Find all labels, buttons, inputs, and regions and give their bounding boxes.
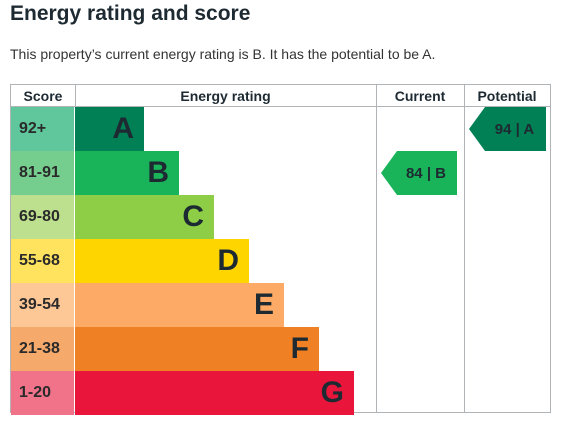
band-letter: G — [320, 376, 344, 409]
band-letter: E — [253, 288, 274, 321]
band-letter: B — [147, 156, 169, 189]
band-score: 1-20 — [11, 371, 74, 415]
band-bar-e: E — [75, 283, 284, 327]
rating-band-row: 39-54 E — [11, 283, 376, 327]
band-letter: D — [217, 244, 239, 277]
band-bar-f: F — [75, 327, 319, 371]
current-rating-arrow: 84 | B — [381, 151, 457, 195]
divider — [376, 85, 377, 412]
rating-band-row: 92+ A — [11, 107, 376, 151]
page-title: Energy rating and score — [10, 2, 251, 25]
current-column-header: Current — [376, 85, 464, 107]
band-bar-c: C — [75, 195, 214, 239]
band-score: 39-54 — [11, 283, 74, 327]
current-rating-label: 84 | B — [405, 164, 447, 182]
rating-band-row: 1-20 G — [11, 371, 376, 415]
rating-band-row: 21-38 F — [11, 327, 376, 371]
band-letter: A — [112, 112, 134, 145]
potential-column-header: Potential — [464, 85, 550, 107]
band-bar-a: A — [75, 107, 144, 151]
band-bar-g: G — [75, 371, 354, 415]
band-score: 92+ — [11, 107, 74, 151]
band-score: 55-68 — [11, 239, 74, 283]
band-score: 81-91 — [11, 151, 74, 195]
energy-rating-table: Score Energy rating Current Potential 92… — [10, 84, 551, 415]
energy-rating-column-header: Energy rating — [75, 85, 376, 107]
potential-rating-label: 94 | A — [494, 120, 535, 138]
band-score: 21-38 — [11, 327, 74, 371]
score-column-header: Score — [11, 85, 75, 107]
rating-band-row: 81-91 B — [11, 151, 376, 195]
band-letter: C — [182, 200, 204, 233]
rating-band-row: 55-68 D — [11, 239, 376, 283]
band-bar-d: D — [75, 239, 249, 283]
divider — [464, 85, 465, 412]
band-letter: F — [290, 332, 309, 365]
band-score: 69-80 — [11, 195, 74, 239]
rating-band-row: 69-80 C — [11, 195, 376, 239]
potential-rating-arrow: 94 | A — [469, 107, 546, 151]
rating-summary: This property’s current energy rating is… — [10, 46, 436, 62]
band-bar-b: B — [75, 151, 179, 195]
